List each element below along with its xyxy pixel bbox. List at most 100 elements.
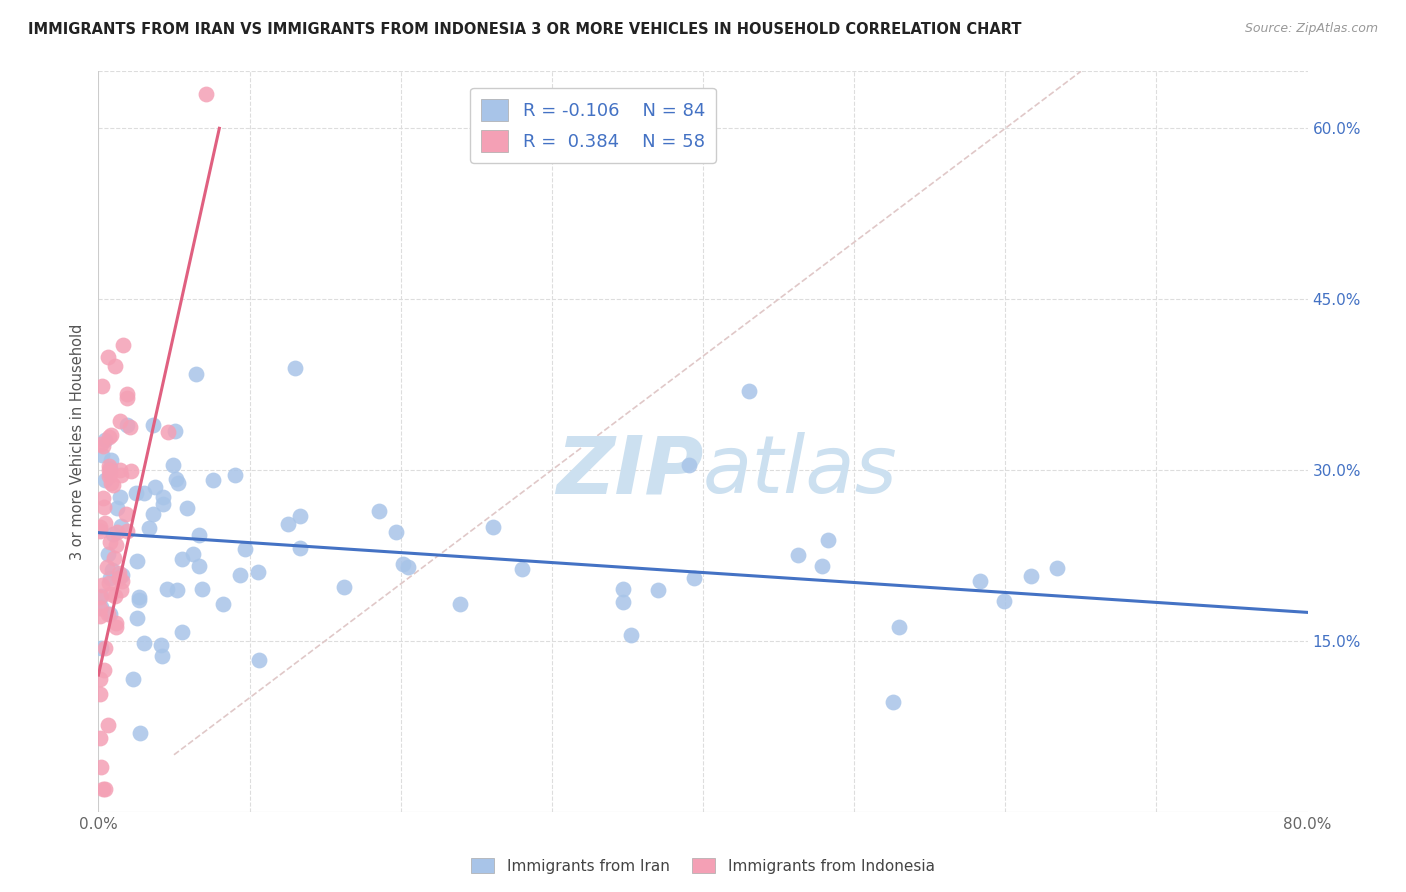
Point <box>184 367 207 381</box>
Point <box>105 619 128 633</box>
Text: atlas: atlas <box>703 432 898 510</box>
Point <box>122 673 145 687</box>
Point <box>91 379 114 393</box>
Point <box>100 453 122 467</box>
Point <box>94 641 117 656</box>
Point <box>100 476 122 491</box>
Point <box>97 458 120 473</box>
Point <box>118 419 141 434</box>
Point <box>132 636 155 650</box>
Point <box>120 464 142 478</box>
Point <box>482 520 505 534</box>
Point <box>93 664 115 678</box>
Point <box>89 688 111 702</box>
Point <box>194 87 217 102</box>
Point <box>1045 560 1067 574</box>
Point <box>104 589 127 603</box>
Point <box>333 580 356 594</box>
Point <box>94 434 117 448</box>
Point <box>786 548 808 562</box>
Point <box>90 641 112 656</box>
Point <box>152 490 174 504</box>
Point <box>101 563 124 577</box>
Point <box>612 595 634 609</box>
Point <box>187 528 209 542</box>
Legend: R = -0.106    N = 84, R =  0.384    N = 58: R = -0.106 N = 84, R = 0.384 N = 58 <box>470 87 716 162</box>
Point <box>143 480 166 494</box>
Point <box>149 638 172 652</box>
Point <box>678 458 700 472</box>
Point <box>142 417 165 432</box>
Point <box>90 448 112 462</box>
Point <box>887 620 910 634</box>
Point <box>385 524 408 539</box>
Point <box>108 490 131 504</box>
Point <box>89 672 111 686</box>
Point <box>277 517 299 532</box>
Point <box>229 568 252 582</box>
Point <box>97 547 120 561</box>
Point <box>117 387 139 401</box>
Point <box>165 472 187 486</box>
Point <box>993 594 1015 608</box>
Point <box>449 597 471 611</box>
Point <box>108 463 131 477</box>
Point <box>90 760 112 774</box>
Point <box>134 486 156 500</box>
Point <box>105 538 128 552</box>
Point <box>91 440 114 454</box>
Point <box>98 607 121 621</box>
Legend: Immigrants from Iran, Immigrants from Indonesia: Immigrants from Iran, Immigrants from In… <box>465 852 941 880</box>
Point <box>91 577 114 591</box>
Point <box>114 507 136 521</box>
Point <box>111 574 134 588</box>
Point <box>187 558 209 573</box>
Point <box>108 571 131 585</box>
Point <box>100 428 122 442</box>
Point <box>105 616 128 631</box>
Point <box>156 582 179 596</box>
Point <box>392 557 415 571</box>
Point <box>115 524 138 539</box>
Point <box>224 467 246 482</box>
Point <box>201 473 224 487</box>
Point <box>738 384 761 399</box>
Point <box>125 554 148 568</box>
Point <box>94 781 117 796</box>
Text: IMMIGRANTS FROM IRAN VS IMMIGRANTS FROM INDONESIA 3 OR MORE VEHICLES IN HOUSEHOL: IMMIGRANTS FROM IRAN VS IMMIGRANTS FROM … <box>28 22 1022 37</box>
Point <box>90 436 112 450</box>
Point <box>620 628 643 642</box>
Point <box>170 551 193 566</box>
Point <box>89 524 111 538</box>
Point <box>510 562 533 576</box>
Point <box>810 558 832 573</box>
Point <box>96 560 118 574</box>
Point <box>98 430 121 444</box>
Point <box>108 566 131 581</box>
Point <box>111 567 134 582</box>
Point <box>367 504 389 518</box>
Point <box>105 525 128 540</box>
Point <box>111 338 134 352</box>
Point <box>163 424 186 438</box>
Point <box>94 516 117 531</box>
Point <box>90 599 112 614</box>
Point <box>98 463 121 477</box>
Point <box>190 582 212 596</box>
Point <box>128 590 150 604</box>
Point <box>882 695 904 709</box>
Point <box>162 458 184 473</box>
Point <box>396 560 419 574</box>
Point <box>100 587 122 601</box>
Y-axis label: 3 or more Vehicles in Household: 3 or more Vehicles in Household <box>70 324 86 559</box>
Point <box>138 521 160 535</box>
Point <box>166 582 188 597</box>
Text: ZIP: ZIP <box>555 432 703 510</box>
Point <box>647 583 669 598</box>
Point <box>246 565 269 579</box>
Text: Source: ZipAtlas.com: Source: ZipAtlas.com <box>1244 22 1378 36</box>
Point <box>152 497 174 511</box>
Point <box>93 473 115 487</box>
Point <box>93 500 115 514</box>
Point <box>284 361 307 376</box>
